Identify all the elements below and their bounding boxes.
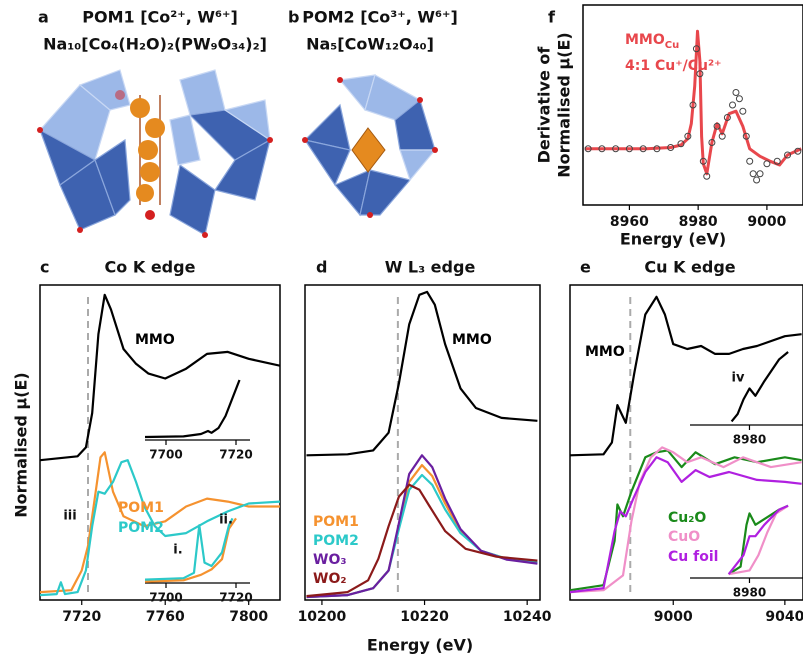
annotation: ii. <box>219 513 233 528</box>
x-tick-label: 7700 <box>149 448 182 462</box>
legend-label: POM1 <box>118 500 164 516</box>
x-tick-label: 9000 <box>654 609 693 625</box>
x-tick-label: 8980 <box>679 214 718 230</box>
annotation: iii <box>63 509 76 524</box>
y-axis-label: Derivative of <box>535 46 554 164</box>
legend-label: MMO <box>452 332 492 348</box>
plot-area <box>145 380 240 437</box>
x-axis-label: Energy (eV) <box>620 230 726 249</box>
plot-area <box>732 352 789 421</box>
legend-label: MMOCu <box>625 32 679 51</box>
legend-label: POM1 <box>313 514 359 530</box>
y-axis-label: Normalised μ(E) <box>12 372 31 517</box>
series-line <box>307 292 538 455</box>
panel-title: POM2 [Co³⁺, W⁶⁺] <box>302 8 458 27</box>
series-line <box>732 352 789 421</box>
panel-title: Co K edge <box>105 258 196 277</box>
panel-title: Cu K edge <box>644 258 735 277</box>
legend-label: POM2 <box>313 533 359 549</box>
legend-label: WO₃ <box>313 552 346 568</box>
pom2-structure <box>302 75 438 218</box>
x-tick-label: 8980 <box>733 586 766 600</box>
data-point <box>747 158 753 164</box>
panel-label: c <box>40 258 49 277</box>
legend-main: MMO <box>625 32 665 48</box>
legend-label: POM2 <box>118 520 164 536</box>
data-point <box>754 177 760 183</box>
legend-label: CuO <box>668 529 700 545</box>
data-point <box>764 161 770 167</box>
data-point <box>750 171 756 177</box>
panel-label: e <box>580 258 591 277</box>
formula: Na₁₀[Co₄(H₂O)₂(PW₉O₃₄)₂] <box>43 35 267 54</box>
series-line <box>729 506 788 574</box>
x-tick-label: 10240 <box>503 609 552 625</box>
pom1-structure <box>37 70 273 238</box>
x-tick-label: 10220 <box>400 609 449 625</box>
plot-area <box>570 297 802 592</box>
x-axis-label: Energy (eV) <box>367 636 473 655</box>
data-point <box>740 108 746 114</box>
x-tick-label: 7720 <box>219 448 252 462</box>
data-point <box>757 171 763 177</box>
x-tick-label: 9000 <box>747 214 786 230</box>
series-line <box>145 380 240 437</box>
x-tick-label: 7700 <box>149 591 182 605</box>
x-tick-label: 8960 <box>610 214 649 230</box>
series-line <box>585 31 802 174</box>
legend-label: Cu₂O <box>668 510 706 526</box>
series-line <box>40 295 280 460</box>
x-tick-label: 7720 <box>62 609 101 625</box>
panel-title: POM1 [Co²⁺, W⁶⁺] <box>82 8 238 27</box>
data-point <box>730 102 736 108</box>
legend-subscript: Cu <box>665 40 679 51</box>
plot-area <box>729 506 788 574</box>
plot-area <box>585 31 802 183</box>
legend-label: MMO <box>135 332 175 348</box>
legend-label: Cu foil <box>668 549 718 565</box>
x-tick-label: 8980 <box>733 433 766 447</box>
panel-label: d <box>316 258 327 277</box>
annotation: iv <box>732 371 745 386</box>
formula: Na₅[CoW₁₂O₄₀] <box>306 35 434 54</box>
x-tick-label: 7800 <box>229 609 268 625</box>
legend-label: WO₂ <box>313 571 346 587</box>
annotation: i. <box>173 543 182 558</box>
legend-label: 4:1 Cu⁺/Cu²⁺ <box>625 58 721 74</box>
panel-label: f <box>548 8 556 27</box>
x-tick-label: 9040 <box>765 609 803 625</box>
x-tick-label: 7760 <box>146 609 185 625</box>
figure: a POM1 [Co²⁺, W⁶⁺] Na₁₀[Co₄(H₂O)₂(PW₉O₃₄… <box>0 0 803 658</box>
data-point <box>736 96 742 102</box>
panel-label: b <box>288 8 299 27</box>
panel-label: a <box>38 8 49 27</box>
x-tick-label: 7720 <box>219 591 252 605</box>
legend-label: MMO <box>585 344 625 360</box>
y-axis-label: Normalised μ(E) <box>555 32 574 177</box>
x-tick-label: 10200 <box>298 609 347 625</box>
panel-title: W L₃ edge <box>385 258 476 277</box>
data-point <box>733 90 739 96</box>
